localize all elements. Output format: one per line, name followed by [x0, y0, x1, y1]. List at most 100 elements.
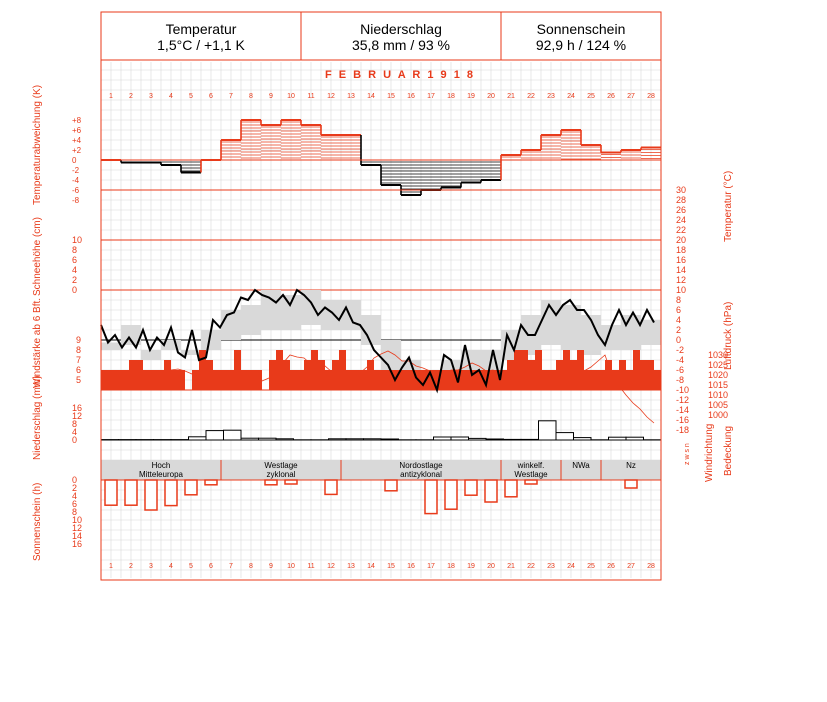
wind-bar: [304, 360, 311, 390]
wind-bar: [472, 370, 479, 390]
weather-type-label: Westlage: [264, 461, 298, 470]
pressure-tick-label: 1015: [708, 380, 728, 390]
day-label-bottom: 9: [269, 563, 273, 570]
wind-bar: [402, 370, 409, 390]
wind-bar: [584, 370, 591, 390]
anomaly-tick-label: +8: [72, 116, 82, 125]
wind-bar: [458, 370, 465, 390]
anomaly-tick-label: -8: [72, 196, 80, 205]
wind-bar: [388, 370, 395, 390]
temperature-tick-label: -10: [676, 385, 689, 395]
day-label-top: 10: [287, 93, 295, 100]
wind-bar: [605, 360, 612, 390]
temperature-tick-label: 22: [676, 225, 686, 235]
header-temperature: Temperatur 1,5°C / +1,1 K: [101, 12, 301, 60]
temperature-tick-label: 30: [676, 185, 686, 195]
wind-bar: [444, 370, 451, 390]
temp-anomaly-bar: [440, 161, 461, 190]
day-label-top: 18: [447, 93, 455, 100]
sunshine-value: 92,9 h / 124 %: [535, 37, 627, 53]
temperature-tick-label: 18: [676, 245, 686, 255]
sunshine-tick-label: 2: [72, 483, 77, 493]
day-label-bottom: 12: [327, 563, 335, 570]
wind-bar: [318, 360, 325, 390]
sunshine-title: Sonnenschein: [536, 21, 626, 37]
sunshine-bar: [384, 479, 398, 492]
wind-tick-label: 9: [76, 335, 81, 345]
pressure-tick-label: 1010: [708, 390, 728, 400]
temp-range-box: [281, 295, 301, 330]
axis-label-sunshine: Sonnenschein (h): [32, 482, 43, 561]
sunshine-tick-label: 10: [72, 515, 82, 525]
day-label-bottom: 17: [427, 563, 435, 570]
day-label-bottom: 28: [647, 563, 655, 570]
chart-frame: [100, 11, 662, 581]
pressure-tick-label: 1020: [708, 370, 728, 380]
wind-bar: [577, 350, 584, 390]
temp-anomaly-bar: [220, 139, 241, 160]
precip-tick-label: 16: [72, 403, 82, 413]
wind-bar: [542, 370, 549, 390]
wind-bar: [157, 370, 164, 390]
day-label-top: 19: [467, 93, 475, 100]
temp-anomaly-bar: [260, 120, 281, 158]
day-label-top: 27: [627, 93, 635, 100]
temp-range-box: [361, 315, 381, 345]
day-label-bottom: 8: [249, 563, 253, 570]
wind-bar: [479, 370, 486, 390]
day-label-top: 4: [169, 93, 173, 100]
anomaly-tick-label: -2: [72, 166, 80, 175]
wind-bar: [227, 370, 234, 390]
snow-tick-label: 8: [72, 245, 77, 255]
temperature-tick-label: 12: [676, 275, 686, 285]
day-label-bottom: 7: [229, 563, 233, 570]
temp-range-box: [301, 290, 321, 325]
wind-bar: [143, 370, 150, 390]
wind-bar: [108, 370, 115, 390]
sunshine-bar: [444, 479, 458, 510]
precip-bar: [555, 432, 574, 441]
wind-bar: [136, 360, 143, 390]
day-label-top: 11: [307, 93, 314, 100]
temperature-tick-label: 28: [676, 195, 686, 205]
day-label-bottom: 1: [109, 563, 113, 570]
day-label-top: 1: [109, 93, 113, 100]
day-label-top: 9: [269, 93, 273, 100]
temperature-title: Temperatur: [165, 21, 237, 37]
wind-bar: [164, 360, 171, 390]
sunshine-bar: [424, 479, 438, 515]
temperature-tick-label: 0: [676, 335, 681, 345]
wind-bar: [640, 360, 647, 390]
wind-bar: [612, 370, 619, 390]
sunshine-bar: [504, 479, 518, 498]
day-label-top: 22: [527, 93, 535, 100]
day-label-top: 28: [647, 93, 655, 100]
wind-bar: [353, 370, 360, 390]
day-label-top: 13: [347, 93, 355, 100]
wind-bar: [171, 370, 178, 390]
weather-type-label: zyklonal: [267, 470, 296, 479]
wind-bar: [346, 370, 353, 390]
day-label-top: 14: [367, 93, 375, 100]
temp-anomaly-bar: [320, 125, 341, 159]
temp-anomaly-bar: [600, 145, 621, 158]
weather-type-label: winkelf.: [517, 461, 545, 470]
temperature-tick-label: -14: [676, 405, 689, 415]
wind-bar: [192, 370, 199, 390]
anomaly-tick-label: -6: [72, 186, 80, 195]
day-label-bottom: 26: [607, 563, 615, 570]
anomaly-tick-label: +2: [72, 146, 82, 155]
temperature-tick-label: -18: [676, 425, 689, 435]
sunshine-bar: [264, 479, 278, 486]
temperature-tick-label: 20: [676, 235, 686, 245]
precip-tick-label: 0: [72, 435, 77, 445]
wind-bar: [311, 350, 318, 390]
wind-bar: [213, 370, 220, 390]
temp-anomaly-bar: [500, 154, 521, 180]
sunshine-bar: [484, 479, 498, 503]
snow-tick-label: 2: [72, 275, 77, 285]
wind-bar: [507, 360, 514, 390]
precip-bar: [538, 420, 557, 441]
day-label-bottom: 16: [407, 563, 415, 570]
